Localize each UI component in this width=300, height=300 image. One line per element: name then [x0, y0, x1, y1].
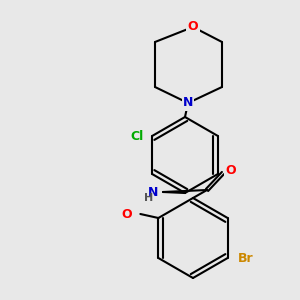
Text: O: O	[122, 208, 132, 220]
Text: Br: Br	[238, 251, 253, 265]
Text: O: O	[226, 164, 236, 178]
Text: O: O	[188, 20, 198, 34]
Text: Cl: Cl	[131, 130, 144, 142]
Text: H: H	[144, 193, 154, 203]
Text: N: N	[183, 97, 193, 110]
Text: N: N	[148, 185, 158, 199]
